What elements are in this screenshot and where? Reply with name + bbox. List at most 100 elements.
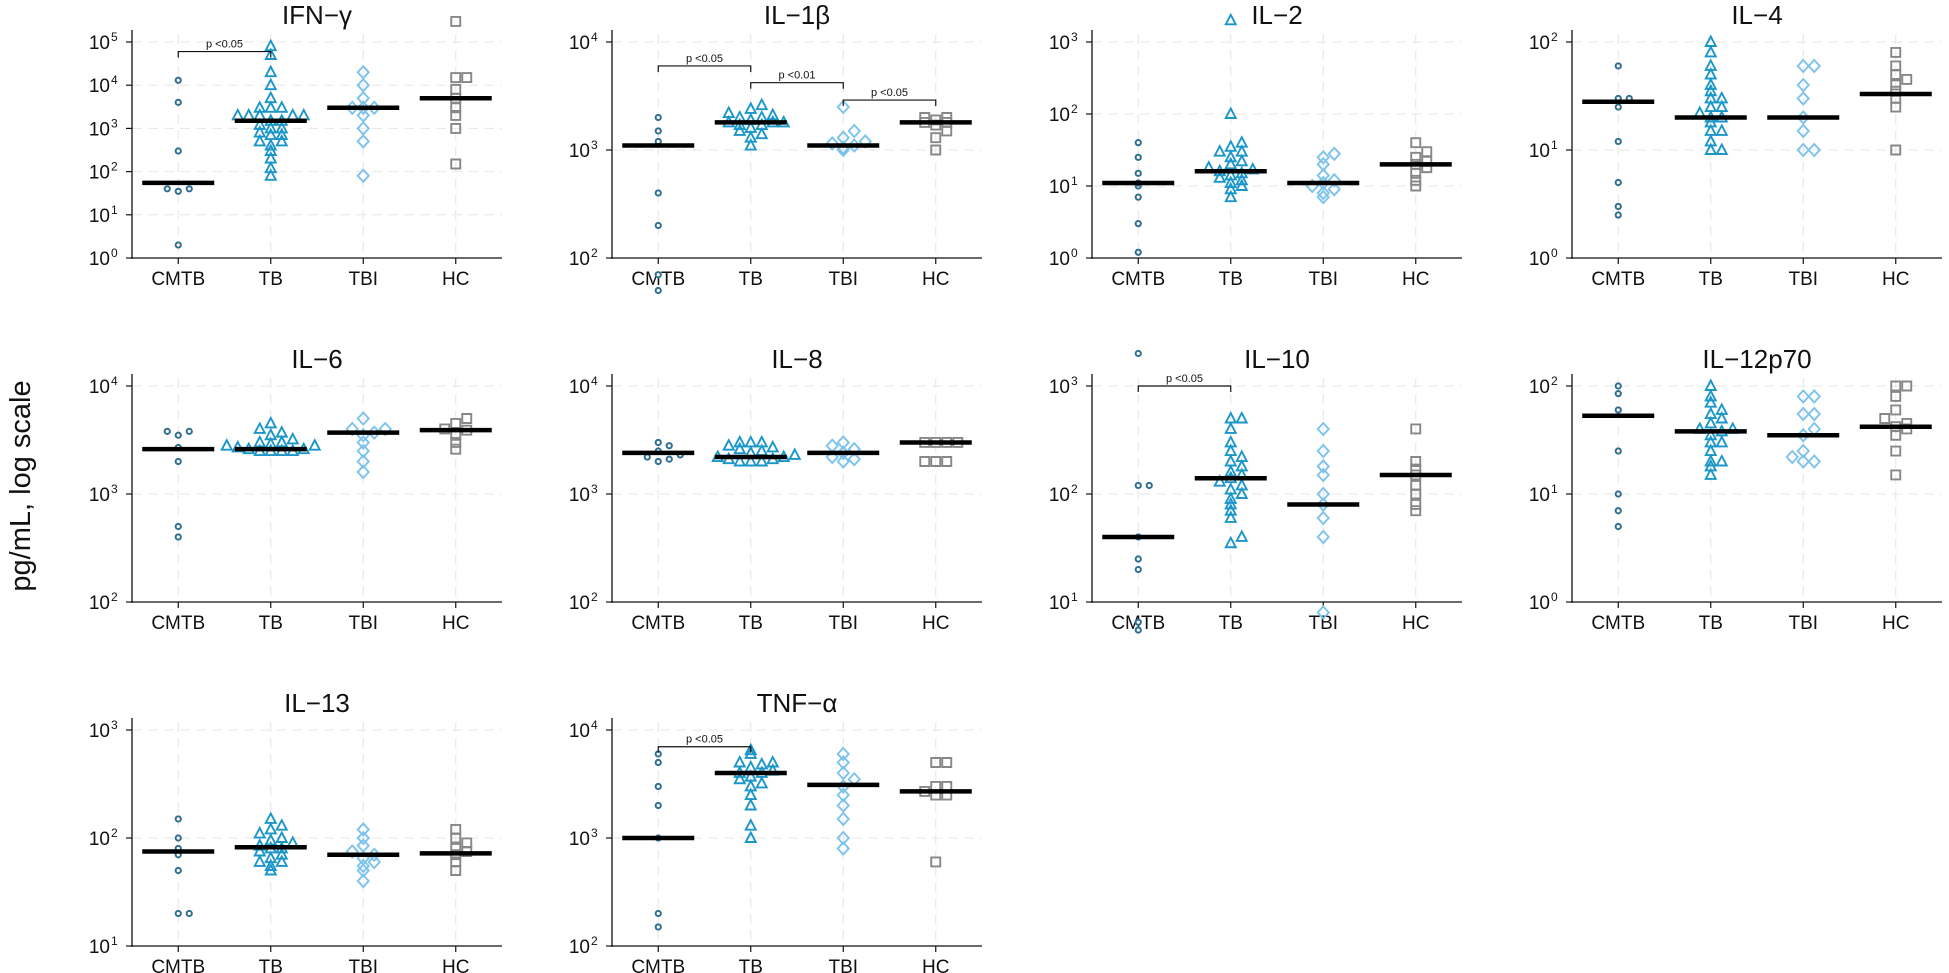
panel-6: IL−10101102103CMTBTBTBIHCp <0.05 (1049, 344, 1462, 634)
data-point-hc (919, 456, 931, 467)
y-tick-exponent: 5 (111, 30, 118, 44)
data-point-tb (1235, 477, 1249, 491)
y-tick-label: 10 (89, 249, 110, 270)
data-point-tbi (836, 811, 851, 827)
y-tick-exponent: 2 (111, 160, 118, 174)
x-tick-label: CMTB (631, 269, 685, 290)
data-point-tb (1235, 178, 1249, 191)
x-tick-label: TB (739, 613, 763, 634)
data-point-tb (264, 120, 278, 134)
x-tick-label: TBI (348, 269, 378, 290)
data-point-tb (1235, 153, 1249, 167)
x-tick-label: TB (1699, 269, 1723, 290)
data-point-tbi (1796, 77, 1811, 93)
panel-title: TNF−α (757, 688, 838, 718)
data-point-tb (766, 439, 780, 453)
data-point-tb (1235, 449, 1249, 462)
p-value-label: p <0.05 (871, 87, 908, 99)
data-point-tb (788, 447, 802, 460)
data-point-cmtb (1614, 507, 1622, 515)
data-point-cmtb (174, 187, 182, 195)
y-tick-exponent: 0 (1071, 246, 1078, 260)
data-point-hc (930, 132, 942, 144)
data-point-tb (286, 107, 300, 121)
data-point-tb (275, 100, 289, 113)
data-point-cmtb (174, 76, 182, 84)
data-point-tbi (1785, 449, 1800, 465)
data-point-tb (1224, 139, 1238, 152)
p-value-label: p <0.05 (686, 734, 723, 746)
data-point-tb (1213, 144, 1227, 157)
data-point-cmtb (163, 185, 171, 193)
x-tick-label: TBI (828, 269, 858, 290)
data-point-tbi (367, 854, 382, 870)
data-point-tb (1224, 181, 1238, 195)
data-point-cmtb (185, 909, 193, 918)
data-point-tb (253, 133, 267, 147)
data-point-cmtb (654, 271, 662, 279)
y-tick-exponent: 3 (591, 826, 598, 840)
x-tick-label: TB (1219, 269, 1243, 290)
data-point-hc (1890, 445, 1902, 457)
data-point-hc (450, 109, 462, 121)
data-point-hc (450, 72, 462, 84)
data-point-tb (253, 825, 267, 839)
data-point-cmtb (654, 457, 662, 466)
data-point-tbi (356, 822, 371, 837)
data-point-tb (264, 151, 278, 164)
data-point-tb (1704, 427, 1718, 441)
data-point-tb (744, 787, 758, 800)
x-tick-label: CMTB (1591, 613, 1645, 634)
data-point-tb (286, 431, 300, 445)
data-point-tb (1224, 510, 1238, 523)
data-point-tb (1704, 133, 1718, 147)
y-tick-exponent: 1 (111, 203, 118, 217)
data-point-tb (744, 453, 758, 467)
data-point-cmtb (1614, 202, 1622, 211)
data-point-tb (1235, 144, 1249, 157)
data-point-tb (264, 821, 278, 835)
data-point-tb (755, 126, 769, 140)
x-tick-label: HC (442, 613, 469, 634)
significance-bracket (750, 82, 844, 89)
data-point-tb (1704, 99, 1718, 112)
data-point-tbi (356, 411, 371, 426)
data-point-tbi (356, 90, 371, 106)
data-point-tb (308, 438, 322, 451)
data-point-tb (264, 858, 278, 871)
x-tick-label: CMTB (631, 957, 685, 973)
y-tick-exponent: 1 (1551, 482, 1558, 496)
data-point-cmtb (174, 241, 182, 249)
data-point-cmtb (1614, 406, 1622, 414)
data-point-cmtb (1614, 103, 1622, 111)
panel-title: IL−12p70 (1702, 344, 1811, 374)
x-tick-label: HC (922, 957, 949, 973)
data-point-tb (1235, 458, 1249, 472)
y-tick-exponent: 4 (591, 718, 598, 732)
data-point-tbi (345, 844, 360, 859)
y-axis-label: pg/mL, log scale (5, 380, 37, 591)
data-point-cmtb (174, 457, 182, 466)
y-tick-exponent: 3 (1071, 374, 1078, 388)
data-point-tbi (1316, 185, 1331, 201)
data-point-cmtb (665, 455, 673, 463)
y-tick-label: 10 (1049, 377, 1070, 398)
y-tick-label: 10 (89, 163, 110, 184)
data-point-tb (220, 438, 234, 451)
data-point-tb (1224, 421, 1238, 434)
data-point-tb (264, 427, 278, 441)
y-tick-exponent: 0 (111, 246, 118, 260)
data-point-cmtb (654, 801, 662, 810)
data-point-tb (744, 830, 758, 843)
y-tick-label: 10 (89, 721, 110, 742)
data-point-cmtb (174, 533, 182, 541)
data-point-tb (744, 797, 758, 811)
data-point-cmtb (1145, 481, 1153, 490)
data-point-tbi (1796, 389, 1811, 404)
y-tick-label: 10 (569, 485, 590, 506)
x-tick-label: TB (1219, 613, 1243, 634)
data-point-tb (1224, 167, 1238, 181)
data-point-tb (1224, 491, 1238, 504)
data-point-tb (722, 438, 736, 451)
data-point-tb (1224, 481, 1238, 495)
